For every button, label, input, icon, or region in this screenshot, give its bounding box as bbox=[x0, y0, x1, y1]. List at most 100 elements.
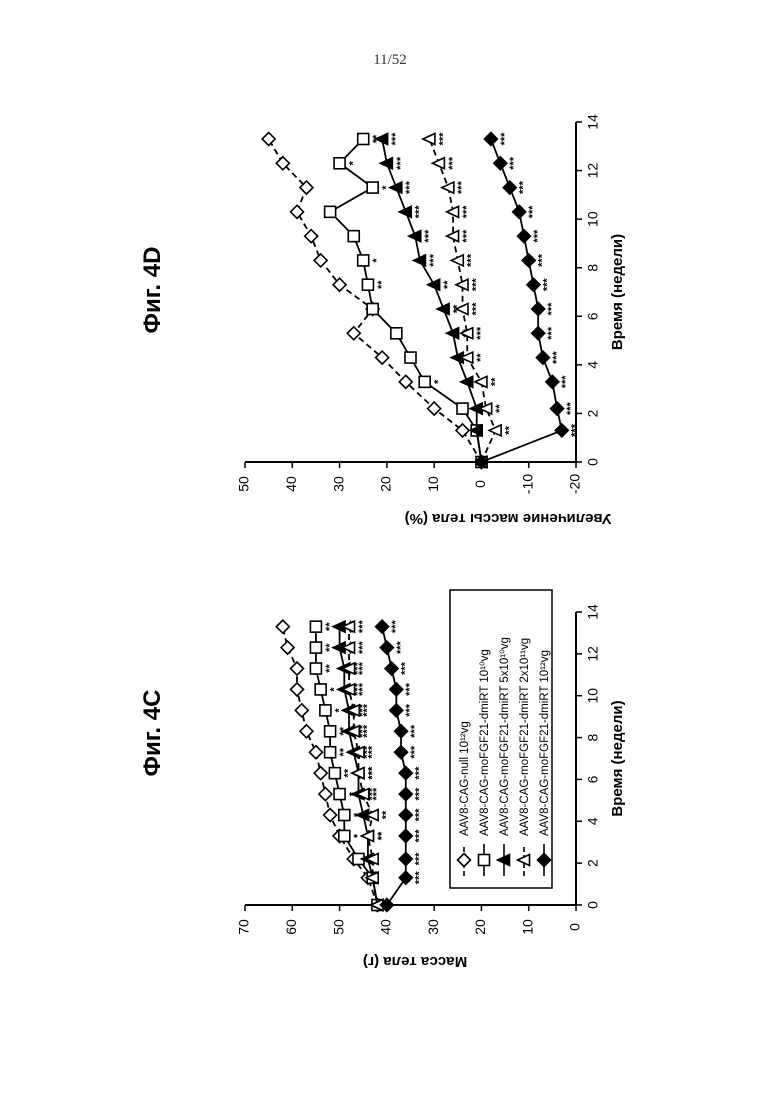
y-tick-label: 20 bbox=[378, 476, 394, 492]
data-point bbox=[484, 133, 497, 146]
significance-label: *** bbox=[570, 423, 582, 437]
x-axis-label: Время (недели) bbox=[609, 700, 626, 816]
significance-label: *** bbox=[390, 132, 402, 146]
significance-label: *** bbox=[362, 703, 374, 717]
x-tick-label: 6 bbox=[585, 312, 601, 320]
x-tick-label: 4 bbox=[585, 817, 601, 825]
y-tick-label: 30 bbox=[330, 476, 346, 492]
x-tick-label: 14 bbox=[585, 604, 601, 620]
significance-label: *** bbox=[414, 205, 426, 219]
significance-label: *** bbox=[390, 620, 402, 634]
y-tick-label: 50 bbox=[330, 919, 346, 935]
data-point bbox=[419, 376, 430, 387]
data-point bbox=[320, 705, 331, 716]
x-tick-label: 14 bbox=[585, 114, 601, 130]
significance-label: ** bbox=[504, 425, 516, 434]
significance-label: *** bbox=[470, 302, 482, 316]
significance-label: *** bbox=[475, 326, 487, 340]
x-tick-label: 0 bbox=[585, 901, 601, 909]
data-point bbox=[423, 134, 435, 145]
data-point bbox=[461, 376, 473, 387]
significance-label: *** bbox=[499, 132, 511, 146]
significance-label: *** bbox=[409, 724, 421, 738]
significance-label: *** bbox=[456, 180, 468, 194]
data-point bbox=[358, 134, 369, 145]
significance-label: ** bbox=[324, 664, 336, 673]
data-point bbox=[428, 279, 440, 290]
significance-label: * bbox=[347, 160, 359, 165]
y-tick-label: 50 bbox=[236, 476, 252, 492]
x-tick-label: 12 bbox=[585, 163, 601, 179]
significance-label: *** bbox=[546, 326, 558, 340]
legend-label: AAV8-CAG-null 10¹²vg bbox=[459, 721, 471, 836]
x-tick-label: 6 bbox=[585, 775, 601, 783]
significance-label: *** bbox=[366, 766, 378, 780]
data-point bbox=[391, 328, 402, 339]
data-point bbox=[385, 662, 398, 675]
data-point bbox=[324, 809, 337, 822]
data-point bbox=[475, 376, 487, 387]
x-tick-label: 10 bbox=[585, 688, 601, 704]
data-point bbox=[390, 683, 403, 696]
significance-label: *** bbox=[551, 350, 563, 364]
data-point bbox=[309, 746, 322, 759]
significance-label: *** bbox=[537, 253, 549, 267]
significance-label: *** bbox=[414, 829, 426, 843]
significance-label: * bbox=[371, 258, 383, 263]
significance-label: *** bbox=[414, 787, 426, 801]
significance-label: *** bbox=[560, 375, 572, 389]
data-point bbox=[395, 725, 408, 738]
significance-label: *** bbox=[404, 180, 416, 194]
data-point bbox=[503, 181, 516, 194]
significance-label: *** bbox=[541, 278, 553, 292]
significance-label: ** bbox=[494, 404, 506, 413]
chart-4d: Фиг. 4D02468101214-20-1001020304050Время… bbox=[139, 114, 626, 527]
data-point bbox=[442, 182, 454, 193]
significance-label: *** bbox=[518, 180, 530, 194]
y-axis-label: Увеличение массы тела (%) bbox=[405, 510, 612, 527]
y-tick-label: 0 bbox=[567, 923, 583, 931]
data-point bbox=[432, 158, 444, 169]
data-point bbox=[532, 327, 545, 340]
data-point bbox=[489, 425, 501, 436]
y-tick-label: 30 bbox=[425, 919, 441, 935]
significance-label: *** bbox=[546, 302, 558, 316]
significance-label: *** bbox=[395, 156, 407, 170]
significance-label: ** bbox=[489, 377, 501, 386]
significance-label: *** bbox=[508, 156, 520, 170]
data-point bbox=[399, 767, 412, 780]
data-point bbox=[447, 328, 459, 339]
data-point bbox=[457, 403, 468, 414]
data-point bbox=[295, 704, 308, 717]
x-tick-label: 8 bbox=[585, 733, 601, 741]
data-point bbox=[339, 810, 350, 821]
data-point bbox=[358, 255, 369, 266]
significance-label: *** bbox=[414, 852, 426, 866]
data-point bbox=[546, 375, 559, 388]
data-point bbox=[428, 402, 441, 415]
significance-label: ** bbox=[376, 831, 388, 840]
y-tick-label: 10 bbox=[425, 476, 441, 492]
data-point bbox=[291, 662, 304, 675]
data-point bbox=[347, 327, 360, 340]
legend-label: AAV8-CAG-moFGF21-dmiRT 10¹²vg bbox=[539, 650, 551, 836]
significance-label: ** bbox=[442, 280, 454, 289]
data-point bbox=[390, 182, 402, 193]
significance-label: *** bbox=[357, 661, 369, 675]
x-tick-label: 8 bbox=[585, 264, 601, 272]
data-point bbox=[367, 304, 378, 315]
data-point bbox=[517, 230, 530, 243]
significance-label: *** bbox=[428, 253, 440, 267]
data-point bbox=[329, 768, 340, 779]
data-point bbox=[376, 620, 389, 633]
significance-label: *** bbox=[466, 253, 478, 267]
significance-label: *** bbox=[461, 229, 473, 243]
significance-label: *** bbox=[447, 156, 459, 170]
significance-label: *** bbox=[395, 640, 407, 654]
significance-label: *** bbox=[527, 205, 539, 219]
significance-label: *** bbox=[414, 808, 426, 822]
y-axis-label: Масса тела (г) bbox=[363, 953, 467, 970]
y-tick-label: 40 bbox=[378, 919, 394, 935]
data-point bbox=[494, 157, 507, 170]
data-point bbox=[399, 852, 412, 865]
